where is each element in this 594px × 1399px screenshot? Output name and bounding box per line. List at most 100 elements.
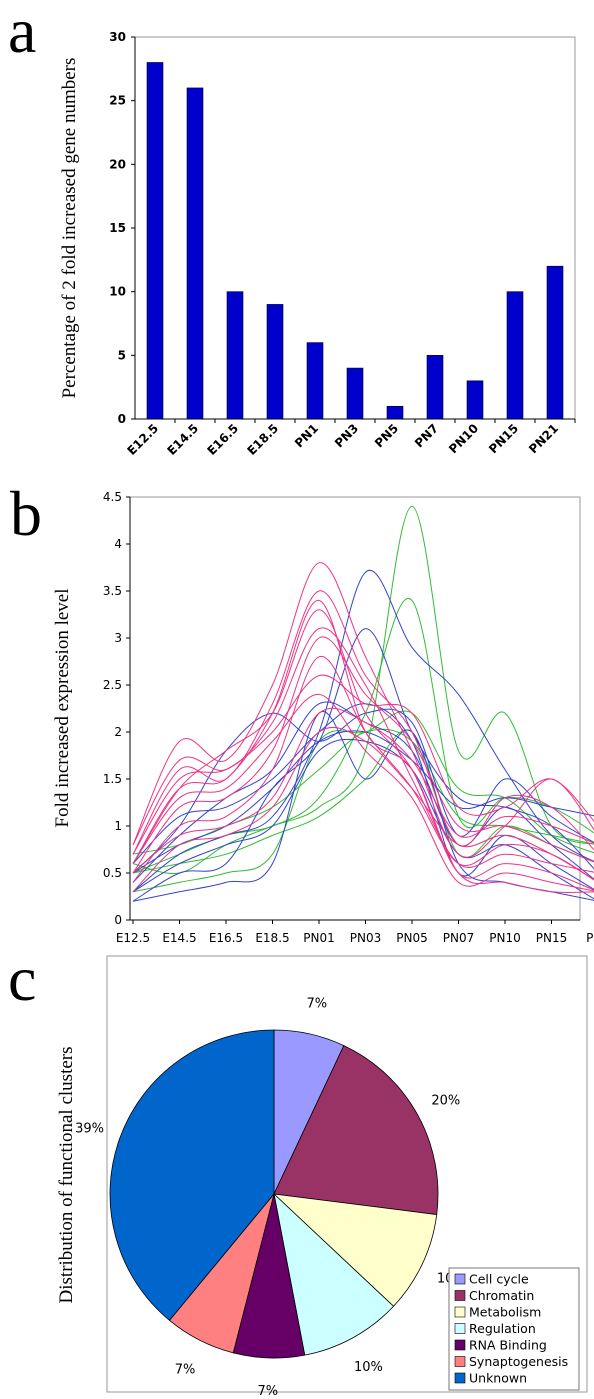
pie-chart: Distribution of functional clusters 7% 20… [56, 955, 588, 1399]
bars [146, 62, 564, 420]
y-tick-label: 2.5 [103, 678, 122, 692]
legend-swatch [454, 1372, 466, 1384]
x-tick-label: PN15 [536, 931, 567, 945]
series-line [132, 628, 594, 902]
series-line [132, 674, 594, 855]
series-line [132, 656, 594, 883]
plot-area [129, 496, 581, 921]
axes: 0 0.5 1 1.5 2 2.5 3 3.5 4 4.5 [103, 490, 580, 927]
x-tick-label: PN5 [372, 421, 401, 450]
y-tick-label: 3 [114, 631, 122, 645]
y-axis-label: Fold increased expression level [52, 588, 73, 827]
x-tick-label: PN2 [586, 931, 594, 945]
legend-swatch [454, 1306, 466, 1318]
y-tick-label: 15 [109, 221, 126, 235]
series-line [132, 569, 594, 893]
legend-swatch [454, 1273, 466, 1285]
series-line [132, 599, 594, 894]
legend-label: Synaptogenesis [469, 1354, 568, 1369]
y-tick-label: 1 [114, 819, 122, 833]
x-tick-label: PN7 [412, 421, 441, 450]
x-tick-label: E14.5 [164, 421, 201, 458]
y-tick-label: 3.5 [103, 584, 122, 598]
x-tick-label: E16.5 [204, 421, 241, 458]
series-lines [132, 505, 594, 902]
y-tick-label: 0 [118, 412, 126, 426]
series-line [132, 693, 594, 892]
x-tick-label: PN01 [303, 931, 334, 945]
y-tick-label: 4 [114, 537, 122, 551]
legend-swatch [454, 1356, 466, 1367]
x-tick-label: PN10 [446, 421, 481, 456]
y-tick-label: 0.5 [103, 866, 122, 880]
plot-area [106, 955, 588, 1393]
x-tick-label: E18.5 [255, 931, 289, 945]
x-tick-label: PN10 [489, 931, 520, 945]
y-tick-label: 0 [114, 913, 122, 927]
y-tick-label: 10 [109, 285, 126, 299]
bar [146, 62, 164, 420]
legend-label: Metabolism [469, 1305, 541, 1320]
x-tick-label: E14.5 [162, 931, 196, 945]
x-tick-label: E12.5 [116, 931, 150, 945]
series-line [132, 590, 594, 855]
x-tick-label: PN21 [526, 421, 561, 456]
bar [306, 342, 324, 420]
pie-slice [273, 1045, 439, 1215]
panel-b-letter: b [10, 478, 42, 549]
series-line [132, 729, 594, 874]
y-tick-label: 2 [114, 725, 122, 739]
series-line [132, 636, 594, 874]
series-line [132, 627, 594, 873]
panel-a-letter: a [8, 0, 36, 66]
pie-slices [109, 1029, 439, 1359]
x-tick-label: PN3 [332, 421, 361, 450]
x-tick-labels: E12.5 E14.5 E16.5 E18.5 PN01 PN03 PN05 PN07 PN10… [116, 931, 594, 945]
bar [506, 291, 524, 420]
bar [346, 367, 364, 420]
bar [386, 405, 404, 420]
x-tick-label: PN07 [443, 931, 474, 945]
x-tick-label: PN05 [396, 931, 427, 945]
y-tick-label: 1.5 [103, 772, 122, 786]
slice-percent-label: 7% [257, 1384, 278, 1399]
legend-label: Unknown [469, 1371, 527, 1386]
series-line [132, 727, 594, 893]
bar [466, 380, 484, 420]
slice-percent-label: 20% [431, 1094, 460, 1109]
bar-chart: Percentage of 2 fold increased gene numb… [59, 30, 576, 458]
panel-c-letter: c [8, 943, 36, 1014]
series-line [132, 562, 594, 858]
series-line [132, 597, 594, 874]
bar [186, 87, 204, 420]
legend-label: Chromatin [469, 1288, 534, 1303]
slice-percent-label: 10% [354, 1360, 383, 1375]
bar [426, 355, 444, 420]
legend-swatch [454, 1323, 466, 1334]
bar [226, 291, 244, 420]
x-tick-label: PN15 [486, 421, 521, 456]
axes: 0 5 10 15 20 25 30 [109, 30, 576, 426]
slice-percent-label: 7% [306, 997, 327, 1012]
y-tick-label: 5 [118, 348, 126, 362]
slice-percent-label: 7% [175, 1363, 196, 1378]
x-tick-label: E16.5 [209, 931, 243, 945]
slice-percent-label: 39% [75, 1122, 104, 1137]
legend-label: Regulation [469, 1321, 536, 1336]
y-tick-label: 25 [109, 94, 126, 108]
pie-slice [273, 1192, 395, 1356]
bar [546, 265, 564, 420]
pie-slice [109, 1029, 275, 1321]
line-chart: Fold increased expression level 0 0.5 1 1.5… [52, 490, 594, 945]
legend-label: RNA Binding [469, 1338, 547, 1353]
pie-slice [272, 1193, 438, 1307]
series-line [132, 707, 594, 874]
y-tick-label: 4.5 [103, 490, 122, 504]
series-line [132, 708, 594, 874]
x-tick-label: E12.5 [124, 421, 161, 458]
x-tick-labels: E12.5 E14.5 E16.5 E18.5 PN1 PN3 PN5 PN7 PN10 PN15… [124, 421, 561, 458]
y-axis-label: Distribution of functional clusters [56, 1047, 77, 1304]
x-tick-label: E18.5 [244, 421, 281, 458]
